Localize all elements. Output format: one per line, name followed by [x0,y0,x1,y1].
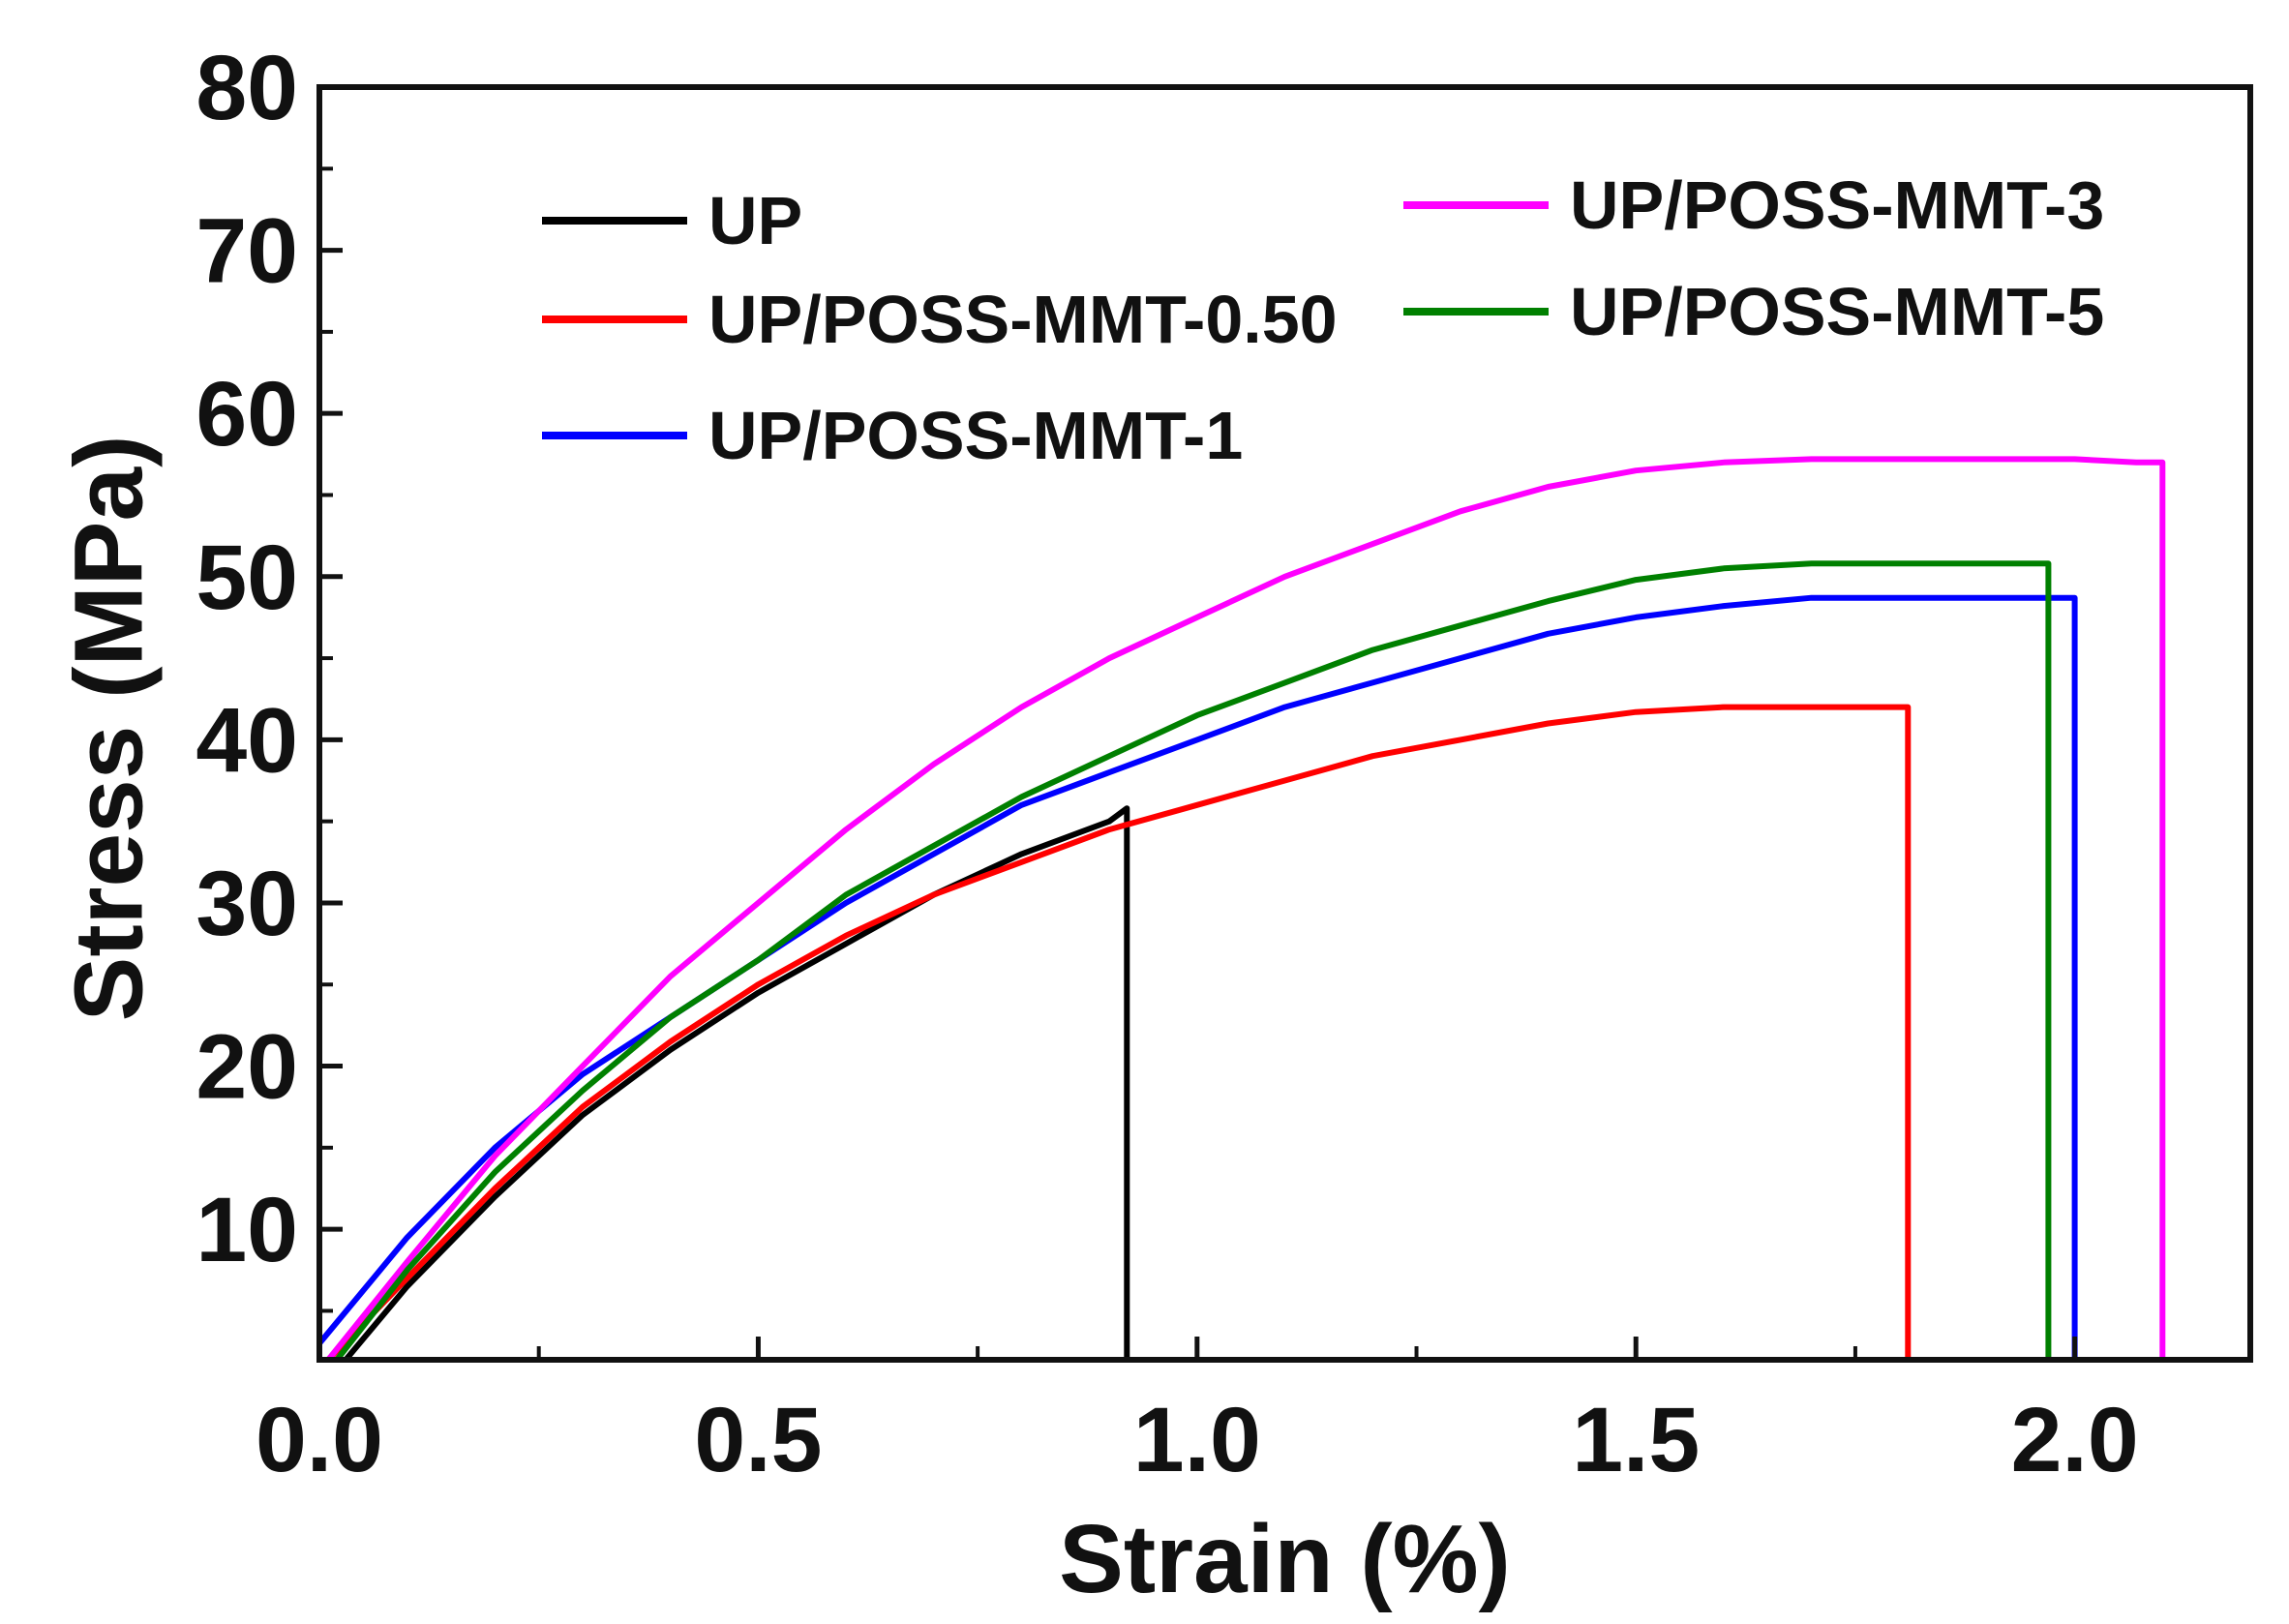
y-tick-label: 50 [196,526,298,629]
y-tick-label: 10 [196,1179,298,1281]
series-line-up-poss-mmt-5 [334,560,2052,1362]
y-tick-label: 20 [196,1016,298,1119]
x-tick-label: 2.0 [2011,1389,2139,1491]
legend-label: UP/POSS-MMT-5 [1570,274,2104,349]
series-line-up-poss-mmt-0-50 [325,704,1912,1363]
y-tick-label: 80 [196,37,298,139]
series-line-up-poss-mmt-3 [325,456,2166,1362]
x-axis-title: Strain (%) [1059,1505,1511,1613]
x-tick-label: 0.0 [256,1389,383,1491]
series-layer [316,456,2166,1363]
y-tick-label: 70 [196,200,298,303]
ticks-layer: 0.0 0.5 1.0 1.5 2.0 10 20 30 40 50 60 70 80 [196,37,2138,1491]
series-line-up [343,805,1130,1362]
legend: UP UP/POSS-MMT-0.50 UP/POSS-MMT-1 UP/POSS-M… [542,167,2104,473]
legend-label: UP/POSS-MMT-1 [708,398,1243,473]
x-tick-label: 1.5 [1572,1389,1700,1491]
y-tick-label: 30 [196,853,298,955]
legend-label: UP/POSS-MMT-0.50 [708,282,1338,357]
x-tick-label: 0.5 [694,1389,822,1491]
y-tick-label: 40 [196,689,298,792]
legend-label: UP [708,183,802,258]
plot-frame [316,84,2253,1363]
y-axis-title: Stress (MPa) [54,436,163,1022]
series-line-up-poss-mmt-1 [316,594,2078,1360]
x-tick-label: 1.0 [1133,1389,1261,1491]
legend-label: UP/POSS-MMT-3 [1570,167,2104,243]
y-tick-label: 60 [196,363,298,466]
